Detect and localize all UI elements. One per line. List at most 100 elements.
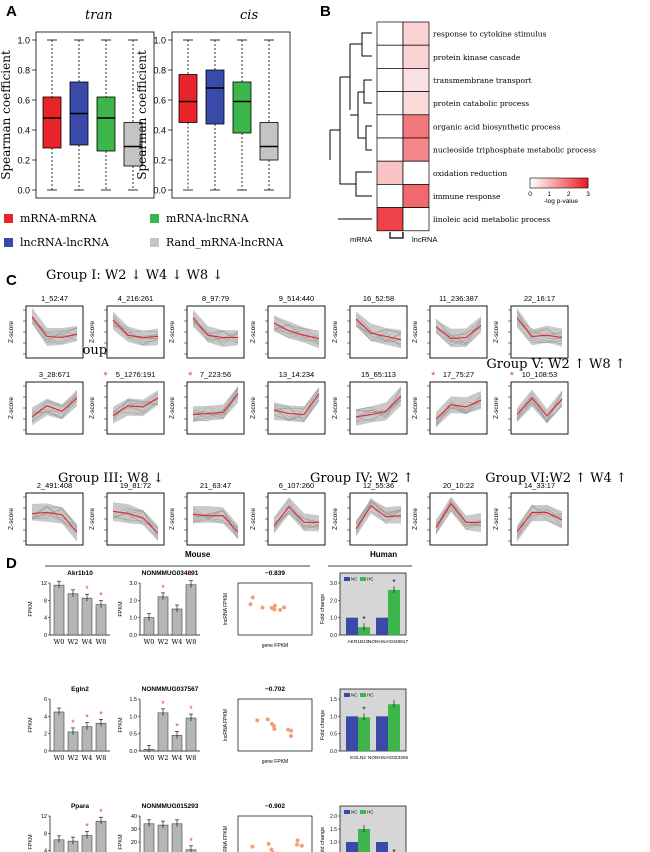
scatter-point (299, 843, 304, 848)
panel-label-c: C (6, 272, 17, 289)
gene-title: Ppara (71, 803, 89, 810)
fpkm-label: FPKM (118, 717, 124, 733)
y-tick-label: 2.0 (129, 598, 137, 604)
y-tick-label: 12 (41, 814, 47, 820)
significance-asterisk: * (161, 699, 165, 709)
cluster-mean-line (192, 514, 239, 533)
human-gene-label: EGLN2 (350, 755, 366, 761)
scale-step (555, 178, 558, 188)
y-tick-label: 0.0 (129, 633, 137, 639)
gene-title: Akr1b10 (67, 570, 93, 577)
scatter-point (289, 728, 294, 733)
fold-change-label: Fold change (320, 594, 326, 624)
y-tick-label: 0.4 (153, 126, 166, 136)
gene-trace (435, 399, 482, 422)
gene-trace (192, 515, 239, 528)
z-score-label: Z-score (250, 397, 257, 419)
scale-tick: 0 (528, 191, 532, 198)
cluster-mean-line (516, 511, 563, 533)
gene-trace (31, 395, 78, 415)
significance-asterisk: * (99, 709, 103, 719)
legend-hc: HC (367, 810, 374, 815)
z-score-label: Z-score (89, 397, 96, 419)
scatter-point (272, 727, 277, 732)
timepoint-label: W2 (68, 638, 79, 646)
z-score-label: Z-score (8, 397, 15, 419)
legend-hc-swatch (360, 577, 366, 581)
significance-asterisk: * (362, 615, 365, 624)
y-tick-label: 3.0 (330, 581, 337, 587)
scatter-point (266, 841, 271, 846)
significance-asterisk: * (85, 584, 89, 594)
legend-hc-swatch (360, 810, 366, 814)
correlation-value: −0.839 (265, 570, 285, 577)
heat-cell (376, 44, 404, 69)
gene-trace (355, 320, 402, 348)
heat-cell (402, 184, 430, 208)
panel-label-a: A (6, 3, 17, 20)
gene-trace (355, 399, 402, 413)
human-gene-label: NONHSAG048817 (368, 639, 409, 645)
legend-swatch (4, 238, 13, 247)
dendrogram-branch (361, 32, 372, 57)
timepoint-label: W2 (158, 754, 169, 762)
gene-trace (516, 322, 563, 337)
heat-cell (402, 44, 430, 69)
y-tick-label: 4 (44, 616, 47, 622)
cis-title: cis (240, 8, 258, 23)
cluster-title: 8_97:79 (202, 294, 229, 303)
gene-trace (31, 507, 78, 529)
cluster-plots: 1_52:47 Z-score 4_216:261 Z-score 8_97:79 Z-s… (8, 294, 569, 546)
cluster-title: 1_52:47 (41, 294, 68, 303)
z-score-label: Z-score (493, 321, 500, 343)
cluster-mean-line (273, 322, 320, 340)
y-tick-label: 1.0 (330, 714, 337, 720)
heat-cell (376, 91, 404, 116)
z-score-label: Z-score (493, 397, 500, 419)
heat-cell (376, 21, 404, 46)
gene-trace (516, 402, 563, 423)
cluster-mean-line (435, 502, 481, 529)
y-tick-label: 4 (44, 714, 47, 720)
scale-step (586, 178, 589, 188)
y-tick-label: 1.0 (330, 840, 337, 846)
correlation-value: −0.902 (265, 803, 285, 810)
legend-label: Rand_mRNA-lncRNA (166, 236, 284, 249)
go-term: transmembrane transport (433, 76, 532, 85)
scale-step (570, 178, 573, 188)
scatter-point (289, 733, 294, 738)
scatter-point (272, 603, 277, 608)
boxplot-frame (171, 31, 291, 199)
scatter-point (250, 595, 255, 600)
y-tick-label: 1.0 (129, 714, 137, 720)
scale-step (572, 178, 575, 188)
boxplot-frame (35, 31, 155, 199)
y-tick-label: 0.0 (330, 633, 337, 639)
y-tick-label: 2.0 (330, 814, 337, 820)
heat-cell (376, 68, 404, 92)
cluster-title: 9_514:440 (279, 294, 314, 303)
lncrna-bar (185, 584, 197, 636)
cluster-mean-line (192, 317, 238, 339)
gene-trace (273, 514, 320, 528)
dendrogram-branch (339, 77, 344, 185)
gene-bar (95, 820, 107, 852)
gene-trace (192, 318, 239, 344)
gene-trace (112, 322, 159, 343)
timepoint-label: W8 (186, 754, 197, 762)
gene-band (113, 502, 158, 542)
gene-trace (435, 327, 482, 346)
gene-trace (273, 316, 320, 332)
legend-hc: HC (367, 577, 374, 582)
gene-bar (81, 726, 93, 752)
y-tick-label: 1.5 (330, 827, 337, 833)
significance-asterisk: * (392, 578, 395, 587)
scale-step (559, 178, 562, 188)
legend-swatch (150, 214, 159, 223)
z-score-label: Z-score (493, 508, 500, 530)
gene-trace (112, 510, 159, 530)
scale-step (545, 178, 548, 188)
scale-step (553, 178, 556, 188)
heat-cell (376, 114, 404, 139)
